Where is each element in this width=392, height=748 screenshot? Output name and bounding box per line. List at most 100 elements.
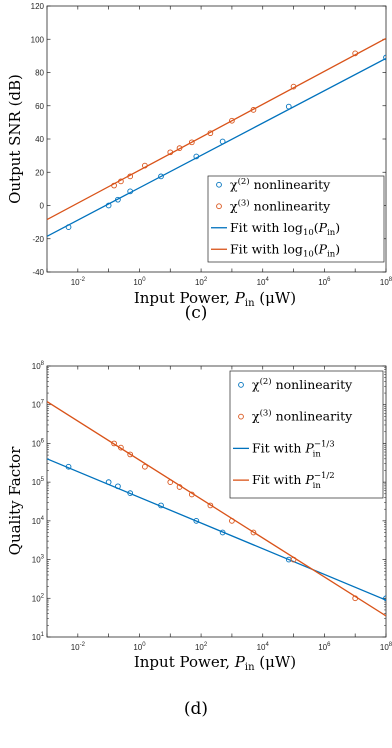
data-point-orange <box>127 451 134 458</box>
data-point-orange <box>127 173 134 180</box>
chart-panel-d: 10-2 100 102 104 106 108 101 102 103 104 105 106 107… <box>6 361 392 719</box>
y-tick-label: 20 <box>35 168 44 177</box>
data-point-orange <box>352 595 359 602</box>
legend-entry-label: Fit with log10(Pin) <box>230 220 340 238</box>
legend-entry-label: χ(3) nonlinearity <box>230 197 331 213</box>
x-tick-label: 106 <box>318 277 331 287</box>
chart-panel-c: 10-2 100 102 104 106 108 -40 -20 0 20 40 60 80 100 120… <box>6 2 392 323</box>
panel-label: (c) <box>185 303 208 323</box>
y-tick-label: 100 <box>31 35 45 44</box>
panel-label: (d) <box>184 699 208 719</box>
x-tick-label: 104 <box>257 642 270 652</box>
legend-entry-label: Fit with log10(Pin) <box>230 241 340 259</box>
x-axis-label: Input Power, Pin (μW) <box>134 289 296 309</box>
legend-marker-icon <box>216 203 222 210</box>
x-tick-label: 10-2 <box>71 642 86 652</box>
data-point-orange <box>290 556 297 563</box>
data-point-orange <box>250 529 257 536</box>
y-tick-label: 108 <box>32 361 45 371</box>
data-point-orange <box>188 491 195 498</box>
y-tick-label: 107 <box>32 400 45 410</box>
plot-frame <box>46 365 387 638</box>
y-axis-label: Quality Factor <box>6 446 24 556</box>
data-point-blue <box>158 173 164 180</box>
data-point-blue <box>65 224 72 230</box>
data-point-blue <box>158 502 164 509</box>
data-point-orange <box>352 50 359 57</box>
x-tick-label: 106 <box>318 642 331 652</box>
y-tick-label: 40 <box>35 135 44 144</box>
x-tick-label: 104 <box>257 277 270 287</box>
y-tick-label: 104 <box>32 516 45 526</box>
data-point-blue <box>383 54 386 61</box>
data-point-blue <box>219 529 226 536</box>
legend-marker-icon <box>216 181 222 188</box>
legend: χ(2) nonlinearity χ(3) nonlinearity Fit wi… <box>229 370 384 499</box>
y-tick-label: 102 <box>32 593 45 603</box>
data-point-blue <box>219 138 226 145</box>
data-point-orange <box>176 484 183 490</box>
legend-entry-label: χ(3) nonlinearity <box>252 408 353 424</box>
legend-entry-label: Fit with P−1/2 in <box>252 471 335 491</box>
data-point-orange <box>250 107 257 113</box>
y-tick-label: 103 <box>32 555 45 565</box>
data-point-blue <box>193 518 200 524</box>
data-point-blue <box>105 479 112 485</box>
legend-entry-label: χ(2) nonlinearity <box>252 376 353 392</box>
data-point-orange <box>207 130 214 137</box>
legend-box <box>229 370 384 499</box>
legend-entry-label: χ(2) nonlinearity <box>230 176 331 192</box>
x-tick-label: 108 <box>380 642 392 652</box>
y-tick-label: 101 <box>32 632 45 642</box>
data-point-blue <box>115 196 121 203</box>
x-tick-label: 10-2 <box>71 277 86 287</box>
data-point-blue <box>383 595 386 602</box>
data-point-blue <box>127 490 134 496</box>
data-point-orange <box>142 162 148 169</box>
legend-marker-icon <box>238 413 244 420</box>
legend-box <box>207 175 385 263</box>
data-point-orange <box>118 444 124 451</box>
y-axis-label: Output SNR (dB) <box>6 74 24 204</box>
data-point-blue <box>193 153 200 160</box>
data-point-orange <box>167 479 174 485</box>
y-tick-label: 106 <box>32 438 45 448</box>
x-tick-label: 100 <box>133 277 146 287</box>
x-tick-label: 102 <box>195 642 208 652</box>
legend: χ(2) nonlinearity χ(3) nonlinearity Fit wi… <box>207 175 385 263</box>
data-point-blue <box>285 103 292 110</box>
y-tick-label: 120 <box>31 2 45 11</box>
data-point-orange <box>207 502 214 509</box>
y-tick-label: 105 <box>32 477 45 487</box>
data-point-blue <box>115 483 121 490</box>
data-point-orange <box>142 463 148 470</box>
y-tick-label: -40 <box>32 268 44 277</box>
data-point-blue <box>105 202 112 209</box>
data-point-blue <box>127 188 134 195</box>
data-point-orange <box>118 178 124 185</box>
y-tick-label: -20 <box>32 235 44 244</box>
fit-line-blue <box>47 458 386 601</box>
data-point-orange <box>290 83 297 90</box>
x-tick-label: 102 <box>195 277 208 287</box>
x-axis-label: Input Power, Pin (μW) <box>134 653 296 673</box>
data-point-blue <box>65 463 72 470</box>
y-tick-label: 80 <box>35 69 44 78</box>
fit-line-orange <box>47 37 386 221</box>
y-tick-label: 0 <box>40 202 45 211</box>
legend-entry-label: Fit with P−1/3 in <box>252 439 335 459</box>
y-tick-label: 60 <box>35 102 44 111</box>
data-point-orange <box>167 149 174 156</box>
data-point-orange <box>111 182 117 189</box>
data-point-orange <box>176 145 183 151</box>
data-point-orange <box>229 117 235 124</box>
x-tick-label: 100 <box>133 642 146 652</box>
fit-line-orange <box>47 401 386 617</box>
data-point-orange <box>188 139 195 146</box>
x-tick-label: 108 <box>380 277 392 287</box>
fit-line-blue <box>47 57 386 237</box>
data-point-orange <box>229 518 235 524</box>
data-point-orange <box>111 440 117 447</box>
legend-marker-icon <box>238 382 244 388</box>
